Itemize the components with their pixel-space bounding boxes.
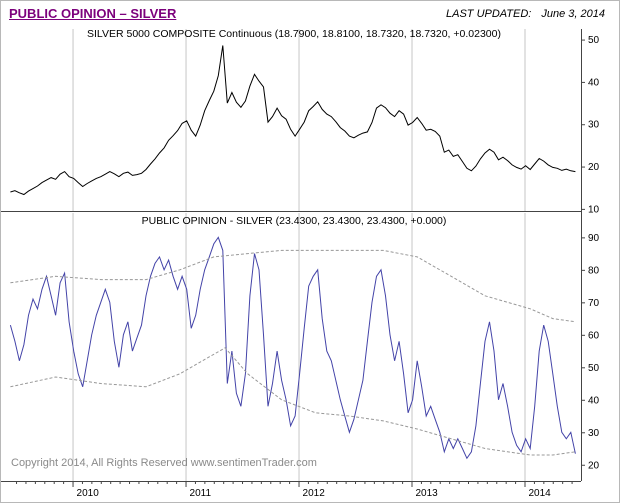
y-axis-tick-label: 60 bbox=[588, 330, 600, 341]
last-updated-label: LAST UPDATED: bbox=[446, 8, 532, 20]
y-axis-tick-label: 40 bbox=[588, 395, 600, 406]
y-axis-tick-label: 50 bbox=[588, 35, 600, 46]
price-chart-title: SILVER 5000 COMPOSITE Continuous (18.790… bbox=[87, 28, 501, 40]
y-axis-tick-label: 70 bbox=[588, 298, 600, 309]
y-axis-tick-label: 20 bbox=[588, 162, 600, 173]
upper-band-line bbox=[10, 249, 576, 323]
last-updated-date: June 3, 2014 bbox=[541, 8, 605, 20]
x-axis-year-label: 2014 bbox=[529, 488, 552, 499]
y-axis-tick-label: 50 bbox=[588, 363, 600, 374]
y-axis-tick-label: 40 bbox=[588, 77, 600, 88]
y-axis-tick-label: 90 bbox=[588, 233, 600, 244]
silver-price-line bbox=[10, 45, 576, 196]
x-axis-year-label: 2010 bbox=[77, 488, 100, 499]
y-axis-tick-label: 20 bbox=[588, 460, 600, 471]
x-axis-year-label: 2013 bbox=[416, 488, 439, 499]
x-axis-year-label: 2011 bbox=[190, 488, 212, 499]
x-axis-year-label: 2012 bbox=[303, 488, 326, 499]
lower-band-line bbox=[10, 347, 576, 456]
copyright-notice: Copyright 2014, All Rights Reserved www.… bbox=[11, 457, 317, 469]
y-axis-tick-label: 10 bbox=[588, 204, 600, 215]
y-axis-tick-label: 30 bbox=[588, 120, 600, 131]
y-axis-tick-label: 30 bbox=[588, 428, 600, 439]
page-title: PUBLIC OPINION – SILVER bbox=[9, 6, 177, 21]
public-opinion-line bbox=[9, 236, 576, 460]
last-updated: LAST UPDATED: June 3, 2014 bbox=[446, 8, 605, 20]
opinion-chart-title: PUBLIC OPINION - SILVER (23.4300, 23.430… bbox=[141, 215, 447, 227]
y-axis-tick-label: 80 bbox=[588, 265, 600, 276]
